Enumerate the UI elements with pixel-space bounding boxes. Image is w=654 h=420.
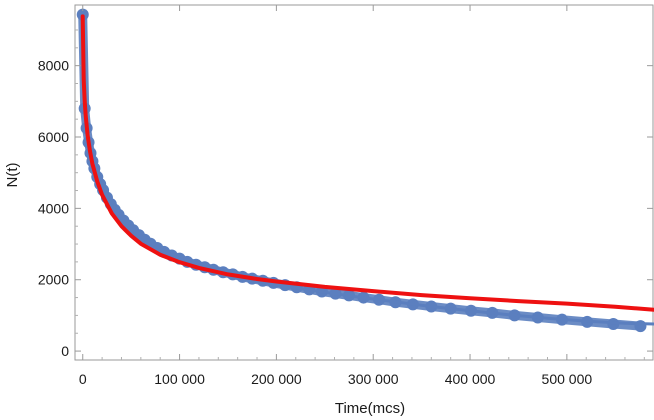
x-tick-label: 300 000: [348, 371, 399, 387]
points-band: [78, 10, 645, 331]
y-tick-label: 8000: [38, 58, 69, 74]
y-tick-label: 2000: [38, 272, 69, 288]
blue-fit-line: [81, 14, 654, 326]
y-tick-label: 6000: [38, 129, 69, 145]
x-tick-label: 500 000: [542, 371, 593, 387]
plot-border: [74, 4, 654, 361]
x-axis-title: Time(mcs): [335, 400, 405, 417]
x-tick-label: 200 000: [251, 371, 302, 387]
x-tick-label: 0: [79, 371, 87, 387]
red-fit-line: [80, 14, 654, 312]
y-tick-label: 4000: [38, 200, 69, 216]
x-tick-label: 400 000: [445, 371, 496, 387]
plot-frame: [74, 4, 654, 361]
data-point: [634, 320, 647, 333]
ticks-layer: 0 100 000 200 000 300 000 400 000 500 000 0 200…: [38, 5, 653, 387]
x-tick-label: 100 000: [154, 371, 205, 387]
y-axis-title: N(t): [4, 163, 21, 188]
y-tick-label: 0: [61, 343, 69, 359]
series-layer: [76, 8, 654, 333]
